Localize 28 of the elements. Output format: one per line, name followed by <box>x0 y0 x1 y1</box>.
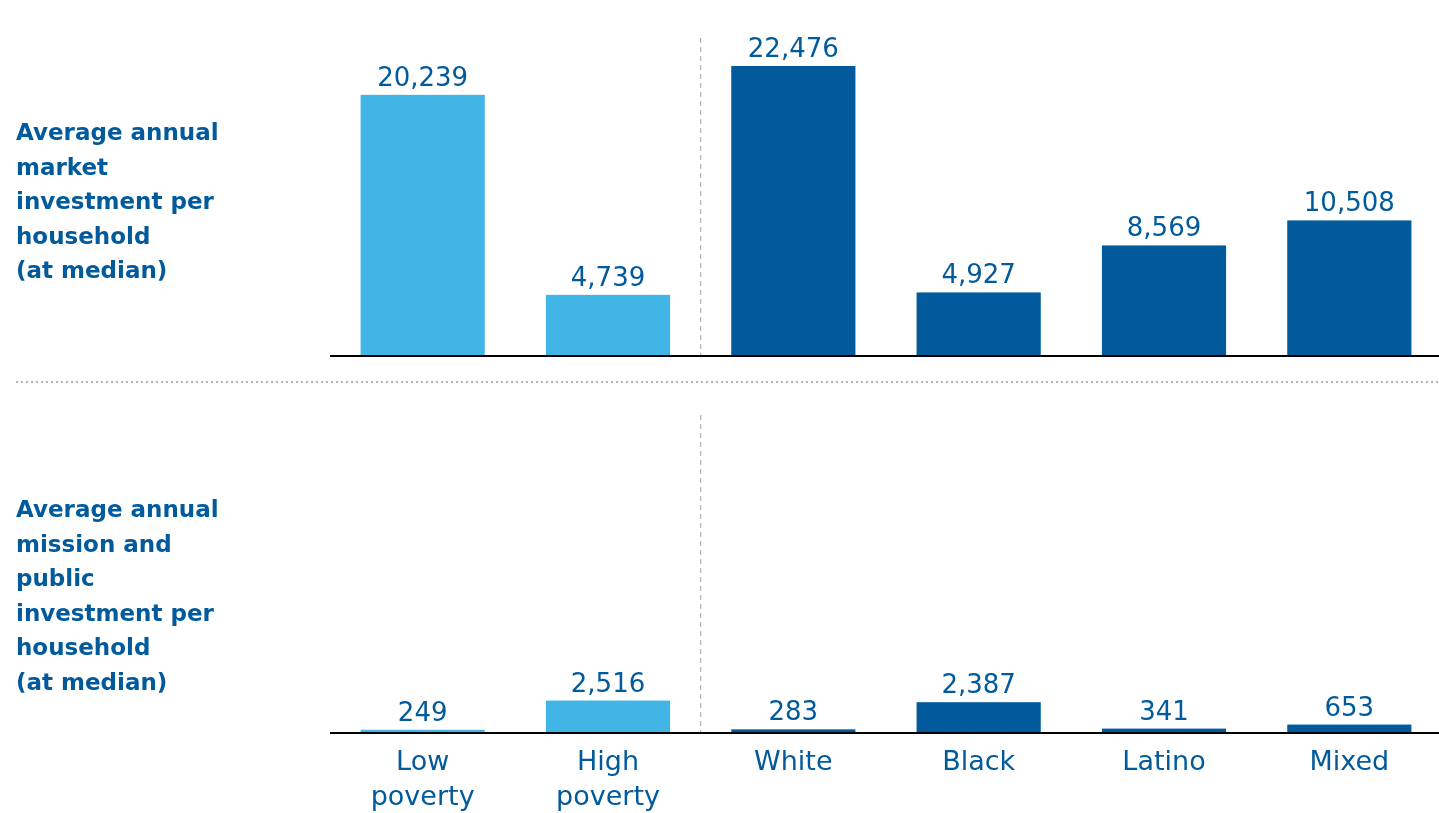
data-label: 22,476 <box>747 33 839 63</box>
data-label: 249 <box>397 696 448 727</box>
data-label: 653 <box>1324 691 1375 722</box>
bar <box>916 702 1041 733</box>
y-axis-title: Average annual mission and public investment per household (at median) <box>16 496 219 695</box>
data-label: 4,927 <box>941 259 1016 290</box>
bar <box>360 94 485 356</box>
bar <box>916 292 1041 356</box>
bar <box>731 66 856 356</box>
data-label: 20,239 <box>377 61 469 92</box>
x-tick-label: Mixed <box>1309 745 1390 776</box>
x-tick-label: High poverty <box>556 745 660 811</box>
x-tick-label: Low poverty <box>370 745 475 811</box>
x-tick-label: Latino <box>1122 745 1206 776</box>
x-tick-label: Black <box>942 745 1016 776</box>
bar <box>545 294 671 356</box>
data-label: 341 <box>1139 695 1189 726</box>
data-label: 8,569 <box>1126 212 1202 243</box>
data-label: 10,508 <box>1303 187 1395 218</box>
data-label: 283 <box>768 696 819 727</box>
bar <box>1101 245 1227 356</box>
bar <box>545 700 671 733</box>
data-label: 2,516 <box>570 667 646 698</box>
data-label: 2,387 <box>941 669 1016 700</box>
data-label: 4,739 <box>570 261 646 292</box>
bar <box>1287 220 1412 356</box>
x-tick-label: White <box>754 745 833 776</box>
y-axis-title: Average annual market investment per household (at median) <box>16 119 219 283</box>
